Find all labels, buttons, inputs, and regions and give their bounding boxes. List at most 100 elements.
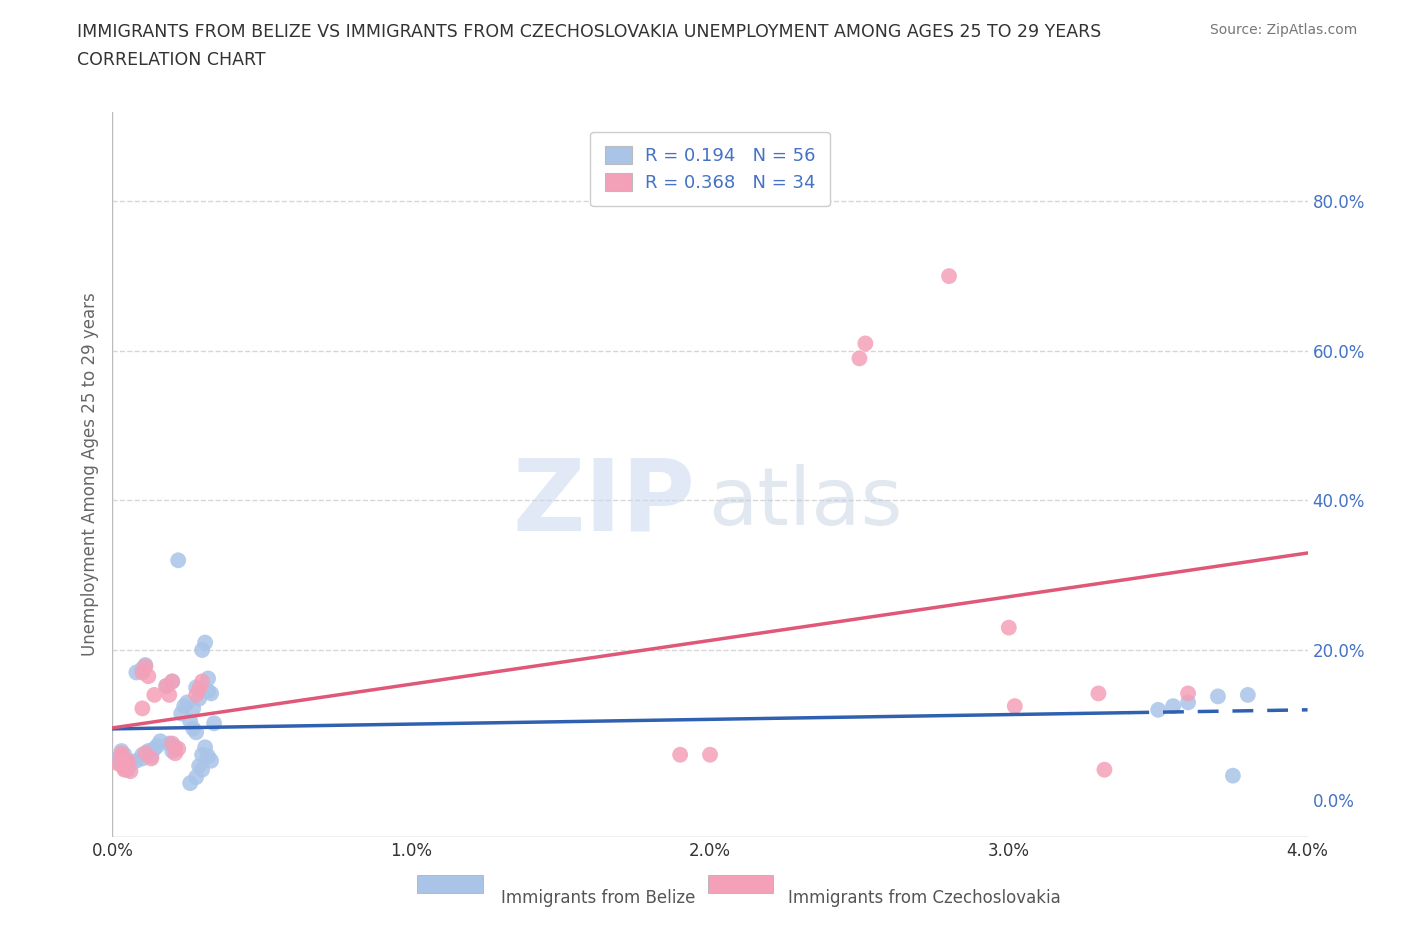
Point bbox=[138, 669, 160, 684]
Point bbox=[167, 741, 190, 756]
Point bbox=[143, 741, 166, 756]
Point bbox=[1206, 689, 1229, 704]
Point bbox=[162, 674, 183, 689]
Point bbox=[138, 744, 160, 759]
Point bbox=[699, 748, 721, 763]
Point bbox=[149, 734, 172, 749]
Point bbox=[120, 764, 142, 778]
Point bbox=[143, 687, 166, 702]
Point bbox=[110, 746, 132, 761]
Point bbox=[117, 763, 139, 777]
Point bbox=[1087, 686, 1109, 701]
Point bbox=[134, 658, 156, 672]
Point bbox=[938, 269, 960, 284]
Point bbox=[1237, 687, 1260, 702]
Point bbox=[146, 738, 169, 753]
Point bbox=[1004, 698, 1026, 713]
Point bbox=[855, 336, 877, 351]
Point bbox=[1177, 695, 1199, 710]
Point bbox=[125, 665, 148, 680]
Point bbox=[191, 643, 214, 658]
Point bbox=[117, 755, 139, 770]
Point bbox=[194, 635, 217, 650]
Point bbox=[202, 716, 225, 731]
Point bbox=[107, 751, 129, 766]
Point bbox=[1177, 686, 1199, 701]
Point bbox=[669, 748, 692, 763]
Point bbox=[131, 751, 153, 766]
Point bbox=[179, 776, 201, 790]
Text: Immigrants from Czechoslovakia: Immigrants from Czechoslovakia bbox=[787, 889, 1060, 908]
FancyBboxPatch shape bbox=[418, 875, 484, 893]
Point bbox=[179, 713, 201, 728]
Point bbox=[191, 674, 214, 689]
Point bbox=[186, 680, 208, 695]
Point bbox=[157, 687, 180, 702]
Point bbox=[120, 756, 142, 771]
Point bbox=[114, 763, 135, 777]
Point bbox=[162, 674, 183, 689]
Point bbox=[155, 679, 177, 694]
Point bbox=[186, 770, 208, 785]
Point bbox=[107, 755, 129, 770]
Point bbox=[848, 351, 870, 365]
Point bbox=[186, 724, 208, 739]
Point bbox=[114, 761, 135, 776]
Point bbox=[157, 736, 180, 751]
Point bbox=[117, 753, 139, 768]
Point bbox=[167, 552, 190, 567]
Point bbox=[194, 740, 217, 755]
Point bbox=[120, 755, 142, 770]
Y-axis label: Unemployment Among Ages 25 to 29 years: Unemployment Among Ages 25 to 29 years bbox=[80, 292, 98, 657]
Point bbox=[181, 701, 204, 716]
Point bbox=[131, 661, 153, 676]
Point bbox=[1094, 763, 1116, 777]
Point bbox=[1147, 702, 1170, 717]
Legend: R = 0.194   N = 56, R = 0.368   N = 34: R = 0.194 N = 56, R = 0.368 N = 34 bbox=[591, 131, 830, 206]
Text: Immigrants from Belize: Immigrants from Belize bbox=[501, 889, 695, 908]
Point bbox=[188, 682, 211, 697]
Point bbox=[134, 659, 156, 674]
Point bbox=[110, 749, 132, 764]
Point bbox=[188, 691, 211, 706]
Point bbox=[125, 753, 148, 768]
Point bbox=[162, 736, 183, 751]
Point bbox=[1222, 768, 1244, 783]
Point bbox=[138, 746, 160, 761]
Point bbox=[181, 721, 204, 736]
Point bbox=[131, 665, 153, 680]
Point bbox=[141, 751, 163, 766]
Text: Source: ZipAtlas.com: Source: ZipAtlas.com bbox=[1209, 23, 1357, 37]
FancyBboxPatch shape bbox=[707, 875, 773, 893]
Point bbox=[131, 701, 153, 716]
Point bbox=[165, 746, 187, 761]
Text: ZIP: ZIP bbox=[513, 455, 696, 551]
Point bbox=[155, 679, 177, 694]
Point bbox=[107, 756, 129, 771]
Point bbox=[188, 759, 211, 774]
Point bbox=[173, 698, 195, 713]
Point bbox=[1161, 698, 1184, 713]
Point bbox=[191, 763, 214, 777]
Point bbox=[197, 671, 219, 686]
Point bbox=[134, 746, 156, 761]
Point bbox=[186, 687, 208, 702]
Point bbox=[998, 620, 1021, 635]
Point bbox=[191, 748, 214, 763]
Point bbox=[114, 748, 135, 763]
Text: CORRELATION CHART: CORRELATION CHART bbox=[77, 51, 266, 69]
Point bbox=[200, 753, 222, 768]
Point bbox=[170, 706, 193, 721]
Text: atlas: atlas bbox=[707, 464, 903, 542]
Point bbox=[165, 740, 187, 755]
Point bbox=[141, 749, 163, 764]
Point bbox=[162, 744, 183, 759]
Point bbox=[200, 686, 222, 701]
Text: IMMIGRANTS FROM BELIZE VS IMMIGRANTS FROM CZECHOSLOVAKIA UNEMPLOYMENT AMONG AGES: IMMIGRANTS FROM BELIZE VS IMMIGRANTS FRO… bbox=[77, 23, 1101, 41]
Point bbox=[110, 744, 132, 759]
Point bbox=[110, 748, 132, 763]
Point bbox=[197, 749, 219, 764]
Point bbox=[131, 748, 153, 763]
Point bbox=[114, 759, 135, 774]
Point bbox=[176, 695, 198, 710]
